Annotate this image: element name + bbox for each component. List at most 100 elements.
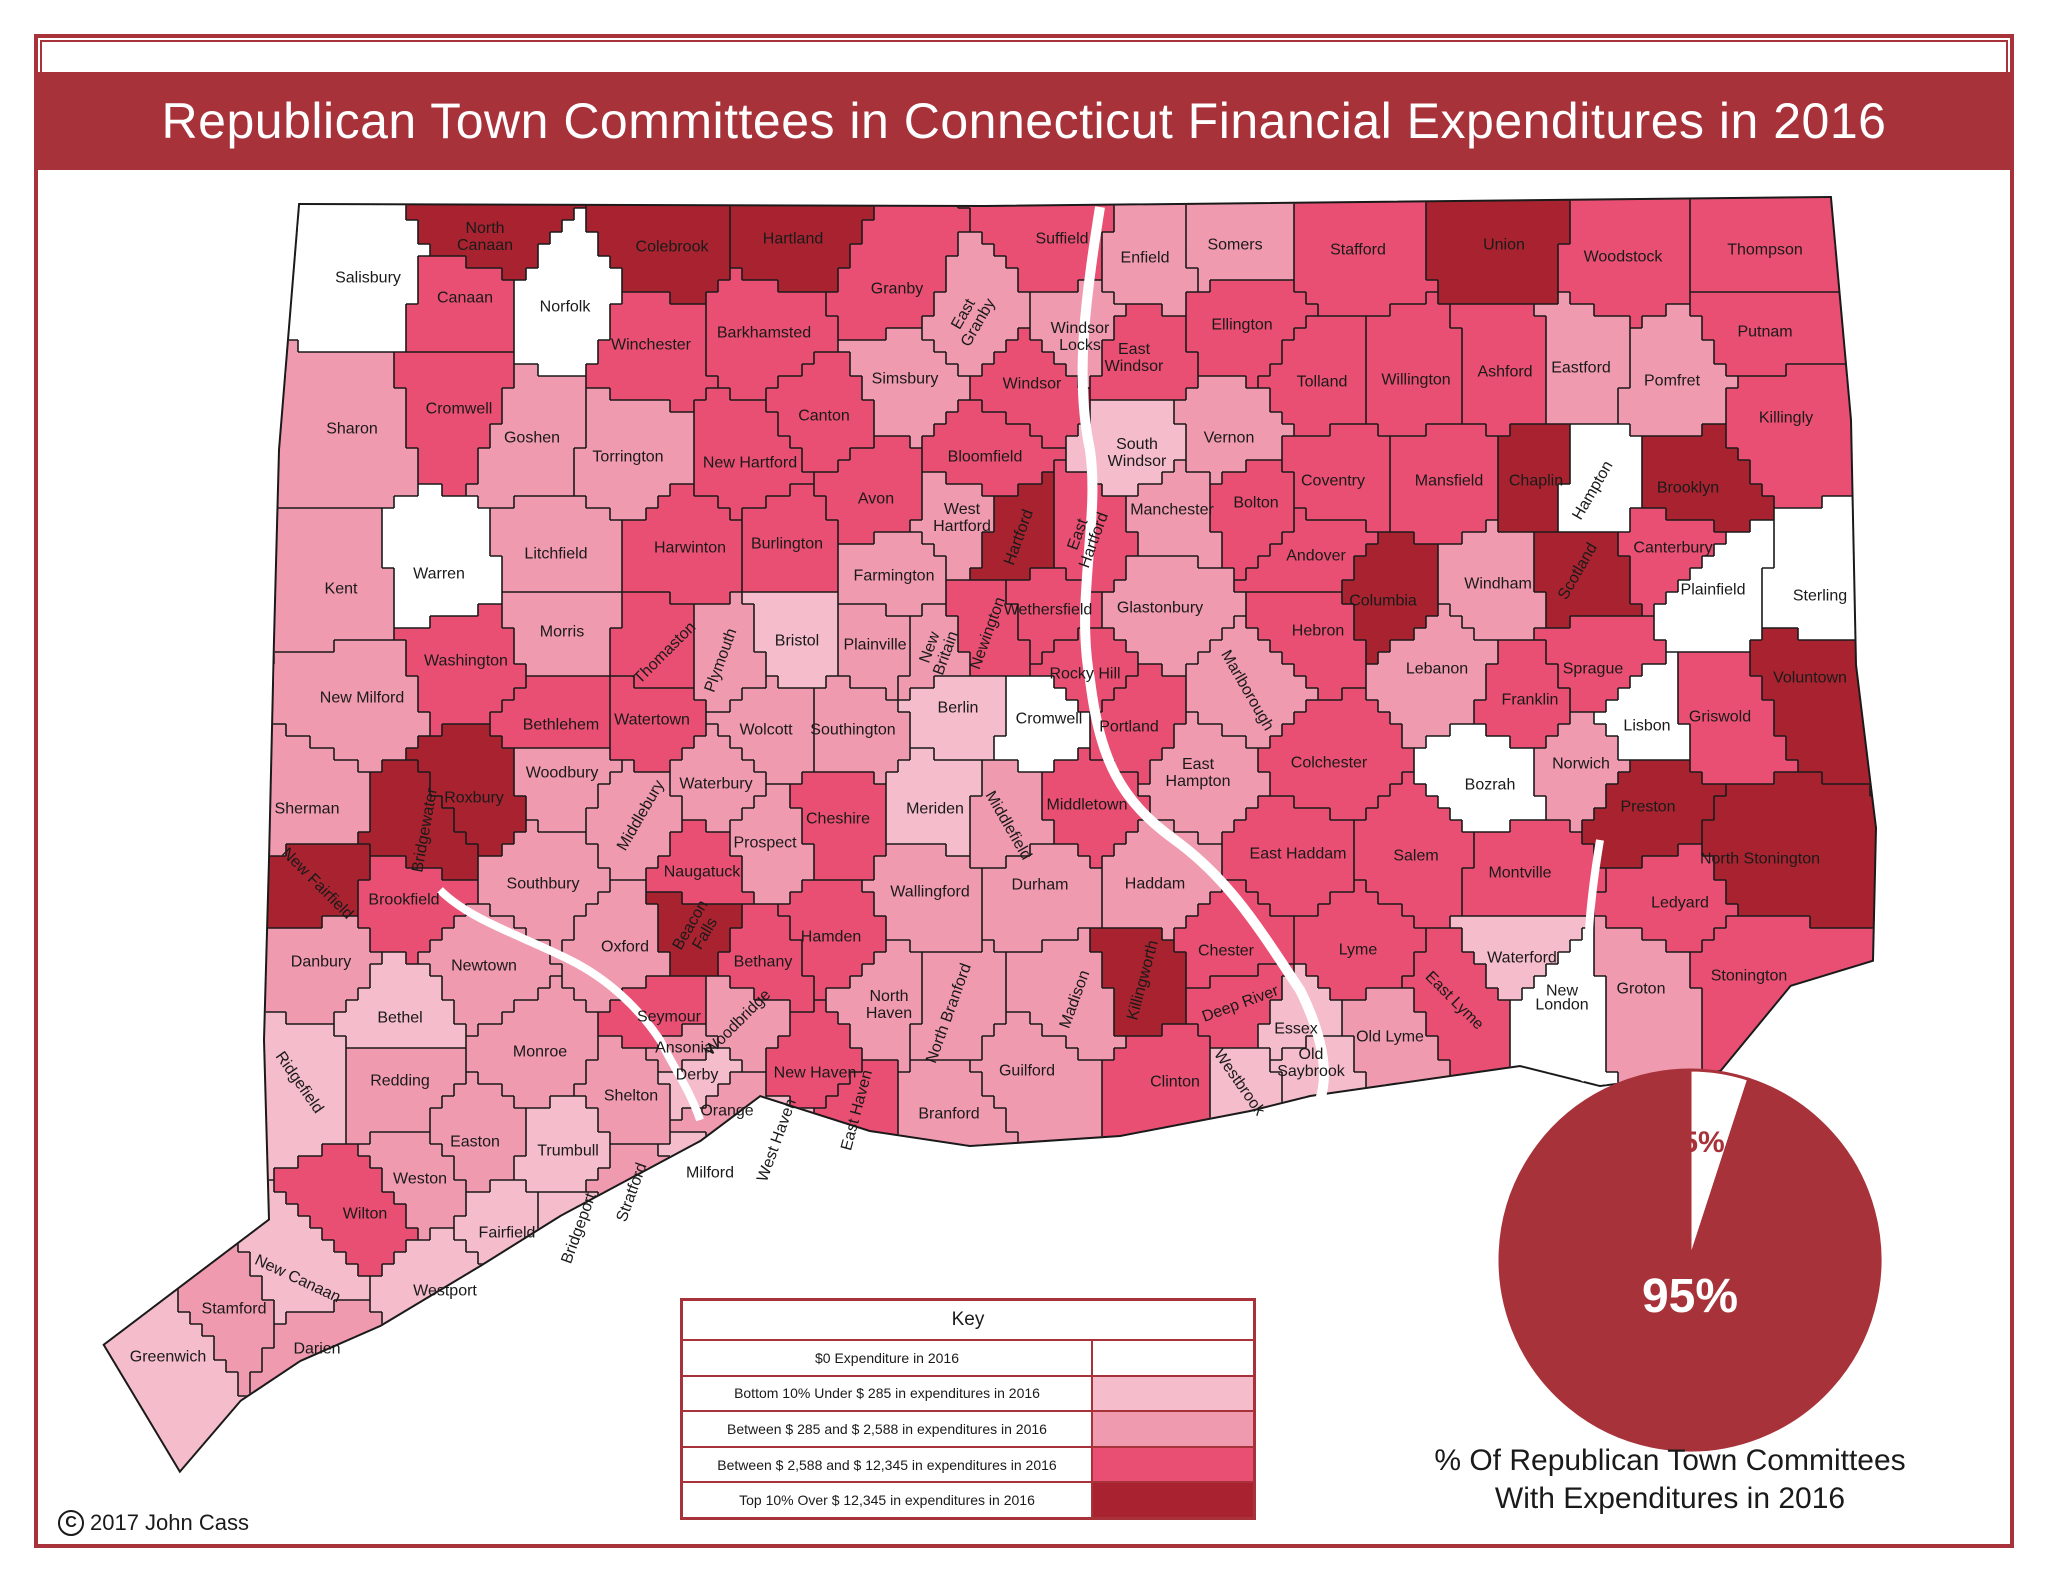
town-region-mansfield (1438, 424, 1451, 437)
town-region-torrington (622, 472, 635, 485)
town-region-norfolk (574, 244, 587, 257)
town-region-kent (166, 556, 179, 569)
town-region-sharon (166, 364, 179, 377)
town-region-vernon (1210, 472, 1223, 485)
town-region-granby (934, 256, 947, 269)
town-region-woodstock (1606, 232, 1619, 245)
town-region-avon (898, 508, 911, 521)
town-region-somers (1222, 184, 1235, 197)
town-region-salisbury (298, 316, 311, 329)
town-region-sharon (346, 400, 359, 413)
town-region-sharon (358, 400, 371, 413)
town-region-windham (1486, 532, 1499, 545)
town-region-salisbury (238, 304, 251, 317)
town-region-putnam (1846, 304, 1859, 317)
town-region-north-canaan (490, 184, 503, 197)
town-region-salisbury (262, 220, 275, 233)
town-region-sharon (154, 424, 167, 437)
town-region-scotland (1534, 556, 1547, 569)
town-region-eastford (1546, 340, 1559, 353)
town-region-cromwell (442, 460, 455, 473)
town-region-windsor (1030, 352, 1043, 365)
town-region-granby (910, 316, 923, 329)
town-region-salisbury (310, 244, 323, 257)
town-region-manchester (1186, 520, 1199, 533)
town-region-enfield (1126, 268, 1139, 281)
town-region-pomfret (1642, 424, 1655, 437)
town-region-thompson (1786, 208, 1799, 221)
town-region-sterling (1870, 544, 1875, 557)
town-region-kent (214, 544, 227, 557)
town-region-windham (1486, 544, 1499, 557)
town-region-salisbury (346, 328, 359, 341)
town-region-goshen (502, 472, 515, 485)
town-region-barkhamsted (730, 328, 743, 341)
town-region-simsbury (946, 388, 959, 401)
town-region-thompson (1834, 268, 1847, 281)
town-region-avon (850, 448, 863, 461)
town-region-salisbury (298, 304, 311, 317)
town-region-canaan (466, 340, 479, 353)
town-region-union (1546, 244, 1559, 257)
town-region-salisbury (310, 292, 323, 305)
town-region-union (1486, 198, 1499, 209)
town-region-eastford (1558, 304, 1571, 317)
town-region-sharon (154, 388, 167, 401)
town-region-granby (898, 232, 911, 245)
town-region-andover (1342, 532, 1355, 545)
town-region-winchester (634, 388, 647, 401)
town-region-winchester (634, 352, 647, 365)
town-region-sharon (238, 388, 251, 401)
town-region-killingly (1858, 484, 1871, 497)
town-region-brooklyn (1726, 508, 1739, 521)
town-region-goshen (526, 400, 539, 413)
town-region-sharon (178, 376, 191, 389)
town-region-manchester (1186, 484, 1199, 497)
town-region-killingly (1870, 352, 1875, 365)
town-region-ashford (1498, 388, 1511, 401)
town-region-colebrook (658, 256, 671, 269)
town-region-simsbury (874, 340, 887, 353)
town-region-simsbury (946, 400, 959, 413)
town-region-woodstock (1630, 220, 1643, 233)
town-region-ashford (1510, 304, 1523, 317)
town-region-sharon (394, 424, 407, 437)
town-region-litchfield (562, 496, 575, 509)
town-region-mansfield (1462, 460, 1475, 473)
town-region-colebrook (634, 268, 647, 281)
town-region-granby (850, 268, 863, 281)
town-region-thompson (1726, 220, 1739, 233)
town-region-kent (130, 508, 143, 521)
town-region-canterbury (1654, 508, 1667, 521)
town-region-sharon (190, 424, 203, 437)
town-region-union (1522, 280, 1535, 293)
town-region-torrington (658, 400, 671, 413)
town-region-salisbury (214, 328, 227, 341)
town-region-columbia (1366, 568, 1379, 581)
town-region-new-hartford (766, 424, 779, 437)
town-region-eastford (1558, 292, 1571, 305)
town-region-manchester (1138, 532, 1151, 545)
town-region-enfield (1150, 292, 1163, 305)
town-region-salisbury (166, 268, 179, 281)
town-region-east-granby (970, 328, 983, 341)
town-region-north-canaan (526, 208, 539, 221)
town-region-sterling (1822, 496, 1835, 509)
town-region-norfolk (514, 280, 527, 293)
town-region-sterling (1882, 496, 1895, 509)
town-region-granby (862, 268, 875, 281)
town-region-mansfield (1474, 496, 1487, 509)
town-region-union (1558, 184, 1571, 197)
town-region-east-granby (982, 328, 995, 341)
town-region-litchfield (550, 520, 563, 533)
town-region-colebrook (670, 198, 683, 209)
town-region-sharon (382, 484, 395, 497)
town-region-north-canaan (526, 232, 539, 245)
town-region-warren (394, 520, 407, 533)
town-region-salisbury (118, 244, 131, 257)
town-region-granby (934, 268, 947, 281)
town-region-colebrook (718, 220, 731, 233)
town-region-glastonbury (1162, 568, 1175, 581)
town-region-stafford (1330, 208, 1343, 221)
town-region-enfield (1174, 256, 1187, 269)
